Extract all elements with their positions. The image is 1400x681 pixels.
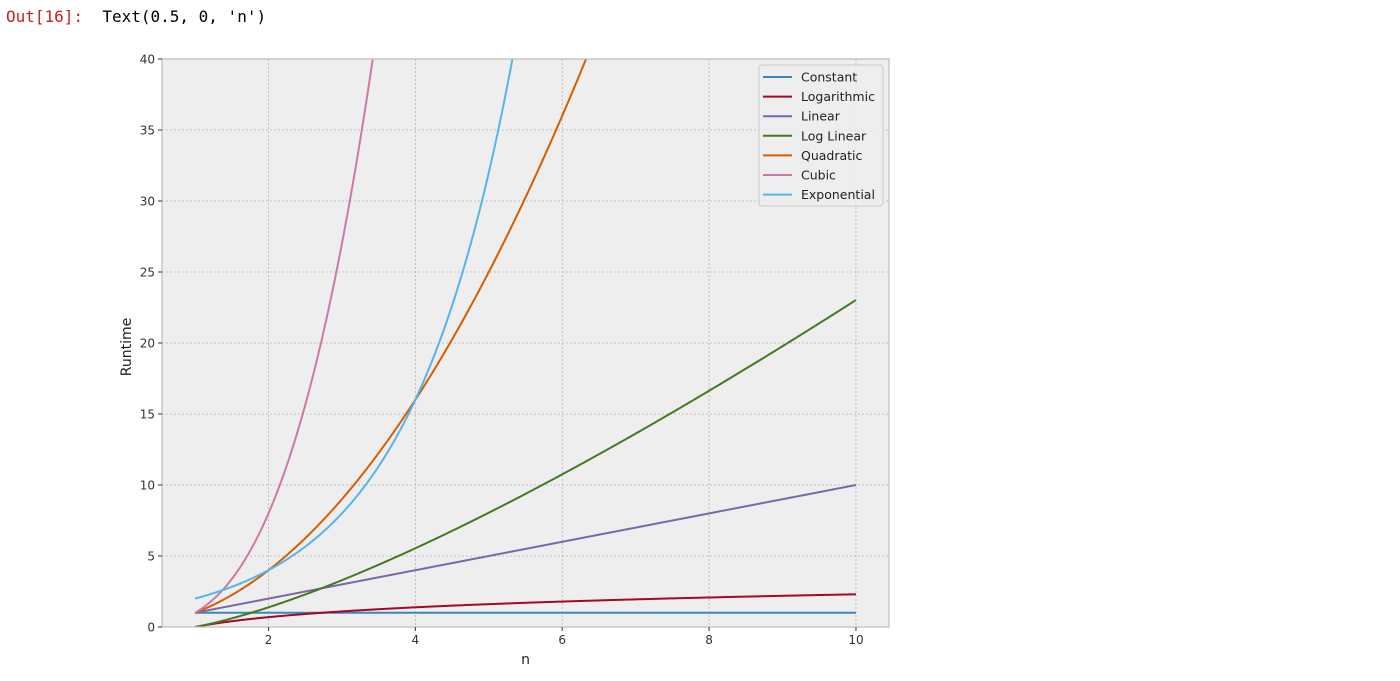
y-axis-label: Runtime [119,318,135,376]
legend-label: Quadratic [801,148,863,163]
legend-label: Cubic [801,168,836,183]
legend-label: Constant [801,70,857,85]
y-tick-label: 5 [147,550,155,564]
output-prompt: Out[16]: [6,7,84,26]
legend: Constant Logarithmic Linear Log Linear Quadr… [758,64,884,207]
series-line-cubic [194,59,374,614]
y-tick-label: 35 [140,124,155,138]
series-line-exponential [194,59,514,600]
x-tick-label: 2 [265,633,273,647]
series-line-log-linear [194,299,857,627]
legend-label: Log Linear [801,128,867,143]
series-line-linear [194,484,857,614]
series-line-logarithmic [194,593,856,627]
legend-label: Exponential [801,187,875,202]
output-line: Out[16]: Text(0.5, 0, 'n') [6,6,266,28]
x-tick-label: 6 [558,633,566,647]
y-tick-label: 10 [140,479,155,493]
x-axis-ticks: 2 4 6 8 10 [265,627,864,647]
series-lines [194,59,857,627]
y-tick-label: 15 [140,408,155,422]
output-text: Text(0.5, 0, 'n') [102,7,267,26]
y-tick-label: 40 [140,53,155,67]
y-tick-label: 30 [140,195,155,209]
y-tick-label: 20 [140,337,155,351]
legend-label: Logarithmic [801,89,875,104]
legend-label: Linear [801,109,841,124]
x-tick-label: 8 [705,633,713,647]
x-tick-label: 4 [412,633,420,647]
legend-box [758,64,884,207]
series-line-quadratic [194,59,588,614]
y-tick-label: 25 [140,266,155,280]
y-axis-ticks: 0 5 10 15 20 25 30 35 40 [140,53,162,635]
x-axis-label: n [521,652,530,668]
x-tick-label: 10 [848,633,863,647]
y-tick-label: 0 [147,621,155,635]
